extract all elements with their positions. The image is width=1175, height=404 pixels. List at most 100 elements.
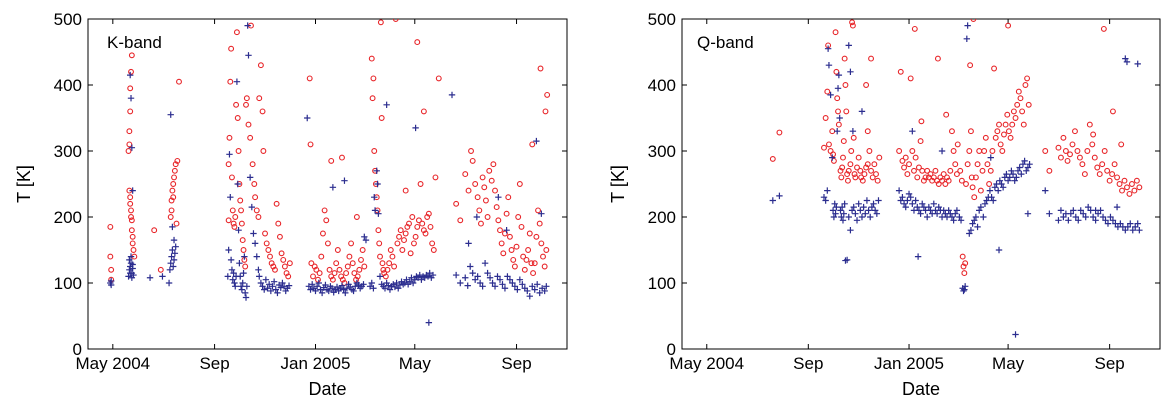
data-point-plus bbox=[426, 269, 433, 277]
data-point-circle bbox=[387, 247, 394, 253]
data-point-plus bbox=[863, 197, 871, 204]
data-point-circle bbox=[257, 62, 264, 69]
data-point-circle bbox=[932, 167, 939, 174]
data-point-circle bbox=[377, 253, 383, 260]
data-point-circle bbox=[422, 230, 429, 237]
data-point-plus bbox=[259, 283, 266, 290]
data-point-plus bbox=[467, 263, 474, 270]
data-point-plus bbox=[237, 273, 244, 280]
data-point-plus bbox=[225, 246, 232, 254]
data-point-circle bbox=[497, 227, 503, 234]
data-point-circle bbox=[1109, 108, 1116, 115]
data-point-circle bbox=[979, 167, 986, 174]
x-tick-label: Sep bbox=[501, 354, 531, 373]
data-point-circle bbox=[830, 157, 837, 164]
data-point-circle bbox=[323, 217, 330, 224]
data-point-circle bbox=[940, 171, 947, 178]
data-point-circle bbox=[375, 227, 382, 234]
data-point-circle bbox=[999, 148, 1006, 154]
data-point-circle bbox=[866, 148, 873, 154]
data-point-plus bbox=[873, 210, 881, 217]
data-point-circle bbox=[339, 154, 345, 161]
data-point-circle bbox=[457, 217, 464, 224]
data-point-circle bbox=[253, 207, 260, 214]
data-point-plus bbox=[473, 213, 481, 221]
data-point-circle bbox=[531, 260, 538, 267]
data-point-plus bbox=[938, 147, 946, 155]
data-point-plus bbox=[1024, 210, 1032, 217]
data-point-plus bbox=[169, 223, 176, 231]
data-point-circle bbox=[914, 174, 921, 181]
data-point-plus bbox=[838, 213, 845, 221]
data-point-circle bbox=[396, 233, 403, 240]
data-point-plus bbox=[412, 124, 419, 132]
data-point-plus bbox=[255, 266, 262, 273]
data-point-plus bbox=[462, 274, 469, 281]
data-point-circle bbox=[465, 187, 472, 194]
data-point-circle bbox=[909, 148, 916, 154]
data-point-circle bbox=[384, 266, 391, 273]
data-point-plus bbox=[1019, 161, 1027, 168]
data-point-plus bbox=[305, 283, 313, 290]
data-point-circle bbox=[255, 214, 262, 220]
data-point-circle bbox=[391, 263, 398, 270]
data-point-plus bbox=[907, 194, 914, 201]
data-point-circle bbox=[407, 250, 414, 257]
data-point-plus bbox=[850, 203, 857, 211]
data-point-plus bbox=[329, 184, 337, 191]
data-point-plus bbox=[820, 194, 828, 201]
data-point-plus bbox=[972, 213, 980, 221]
data-point-circle bbox=[414, 223, 421, 230]
data-point-plus bbox=[126, 71, 134, 79]
data-point-circle bbox=[256, 95, 263, 102]
data-point-plus bbox=[355, 281, 362, 289]
data-point-circle bbox=[316, 270, 323, 277]
data-point-circle bbox=[906, 161, 912, 168]
data-point-circle bbox=[904, 171, 911, 178]
data-point-circle bbox=[857, 167, 864, 174]
data-point-plus bbox=[341, 177, 348, 184]
data-point-circle bbox=[238, 207, 244, 214]
data-point-circle bbox=[278, 250, 285, 257]
data-point-circle bbox=[378, 115, 385, 121]
data-point-circle bbox=[1057, 154, 1064, 161]
data-point-circle bbox=[1005, 22, 1012, 29]
data-point-plus bbox=[988, 194, 995, 201]
data-point-plus bbox=[277, 284, 284, 291]
data-point-plus bbox=[333, 283, 341, 291]
data-point-circle bbox=[233, 101, 240, 108]
data-point-plus bbox=[224, 273, 232, 280]
y-tick-label: 0 bbox=[667, 340, 676, 359]
data-point-plus bbox=[1011, 177, 1018, 184]
data-point-plus bbox=[534, 281, 541, 288]
data-point-circle bbox=[838, 174, 845, 181]
data-point-circle bbox=[863, 164, 870, 171]
data-point-circle bbox=[824, 88, 831, 95]
data-point-circle bbox=[1064, 157, 1071, 164]
data-point-circle bbox=[170, 194, 177, 201]
data-point-circle bbox=[1001, 131, 1007, 138]
data-point-circle bbox=[868, 167, 875, 174]
data-point-circle bbox=[855, 154, 862, 161]
data-point-circle bbox=[513, 243, 520, 250]
data-point-plus bbox=[238, 286, 246, 293]
data-point-circle bbox=[919, 167, 926, 174]
data-point-circle bbox=[994, 128, 1001, 135]
data-point-plus bbox=[822, 197, 829, 204]
data-point-circle bbox=[873, 171, 879, 178]
data-point-circle bbox=[370, 75, 377, 82]
data-point-circle bbox=[344, 263, 351, 270]
data-point-circle bbox=[262, 230, 268, 237]
data-point-circle bbox=[1015, 88, 1022, 95]
data-point-plus bbox=[960, 287, 967, 295]
data-point-circle bbox=[371, 148, 378, 154]
data-point-plus bbox=[827, 91, 834, 99]
data-point-circle bbox=[543, 247, 550, 253]
data-point-circle bbox=[1017, 95, 1024, 102]
data-point-circle bbox=[126, 128, 133, 135]
data-point-circle bbox=[348, 240, 355, 247]
data-point-circle bbox=[420, 108, 427, 115]
data-point-circle bbox=[949, 128, 955, 135]
data-point-circle bbox=[1020, 121, 1027, 128]
data-point-circle bbox=[329, 276, 336, 283]
